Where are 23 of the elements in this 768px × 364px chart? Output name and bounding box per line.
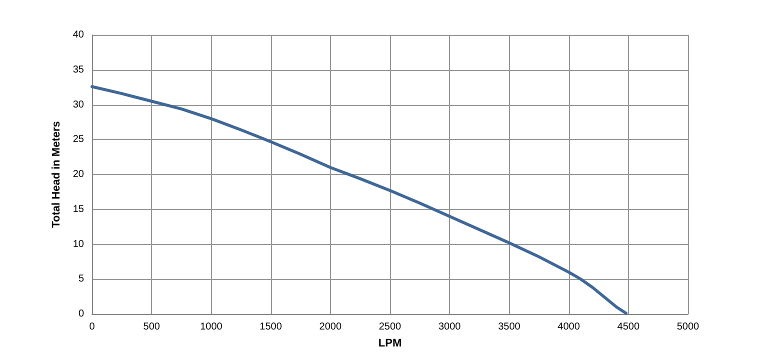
line-series (90, 85, 628, 315)
y-tick-label: 10 (72, 238, 84, 250)
y-tick-label: 5 (78, 274, 84, 285)
x-tick-label: 0 (89, 322, 96, 332)
x-tick-label: 4500 (617, 322, 640, 332)
y-tick-label: 20 (72, 169, 84, 180)
y-tick-label: 0 (78, 308, 84, 320)
y-axis-title: Total Head in Meters (50, 121, 62, 228)
y-tick-label: 35 (72, 64, 84, 76)
x-axis-title: LPM (378, 338, 402, 350)
x-tick-label: 500 (143, 322, 160, 332)
x-tick-label: 4000 (558, 322, 580, 332)
y-tick-label: 15 (72, 204, 84, 215)
x-tick-label: 5000 (676, 322, 700, 332)
x-tick-label: 1500 (260, 322, 282, 332)
y-tick-label: 25 (72, 134, 84, 146)
y-tick-label: 30 (72, 99, 84, 110)
x-tick-label: 1000 (200, 322, 223, 332)
x-tick-label: 3500 (498, 322, 521, 332)
x-tick-label: 2500 (378, 322, 402, 332)
x-tick-label: 3000 (438, 322, 462, 332)
y-tick-label: 40 (72, 30, 84, 40)
x-tick-label: 2000 (319, 322, 342, 332)
